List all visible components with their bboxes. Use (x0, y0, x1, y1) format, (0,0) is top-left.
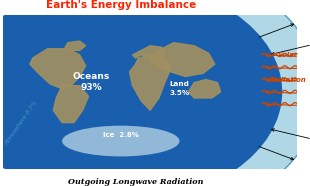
Polygon shape (150, 43, 215, 76)
Polygon shape (53, 86, 89, 123)
Polygon shape (188, 80, 221, 98)
Polygon shape (130, 55, 171, 110)
Ellipse shape (62, 126, 179, 156)
Text: Radiation: Radiation (269, 77, 307, 83)
Text: Oceans: Oceans (73, 72, 110, 81)
Text: Earth's Energy Imbalance: Earth's Energy Imbalance (46, 0, 196, 10)
Polygon shape (30, 49, 86, 89)
Polygon shape (65, 41, 86, 50)
Text: Outgoing Longwave Radiation: Outgoing Longwave Radiation (68, 178, 203, 186)
Text: Ice  2.8%: Ice 2.8% (103, 132, 139, 138)
Text: Land: Land (170, 81, 189, 87)
Text: 93%: 93% (81, 83, 102, 92)
Text: Solar: Solar (278, 52, 298, 58)
Ellipse shape (0, 0, 282, 186)
Text: 3.5%: 3.5% (170, 90, 189, 96)
Polygon shape (133, 46, 165, 58)
Text: Atmosphere 0.7%: Atmosphere 0.7% (4, 100, 38, 146)
